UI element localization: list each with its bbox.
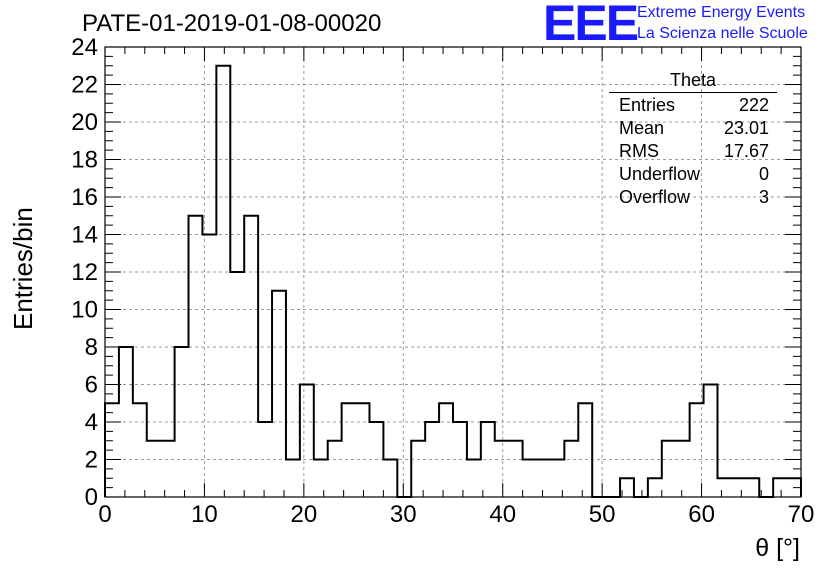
histogram-bin [411,441,425,497]
histogram-bin [704,385,718,498]
stats-value: 17.67 [723,141,769,161]
histogram-bin [523,460,537,498]
stats-title: Theta [609,70,777,93]
y-tick-label: 20 [71,109,98,136]
x-tick-label: 10 [191,501,218,528]
x-tick-label: 30 [390,501,417,528]
x-tick-labels: 0 10 20 30 40 50 60 70 [98,501,814,528]
y-tick-label: 18 [71,147,98,174]
eee-logo: EEE [543,0,639,51]
stats-label: Mean [619,118,665,138]
histogram-bin [314,460,328,498]
histogram-bin [175,347,189,497]
y-tick-label: 6 [85,372,98,399]
histogram-bin [328,441,342,497]
histogram-bin [564,441,578,497]
histogram-bin [676,441,690,497]
histogram-bin [383,460,397,498]
logo-line-2: La Scienza nelle Scuole [637,25,808,42]
histogram-bin [216,66,230,497]
histogram-outline [104,64,802,498]
histogram-bin [648,478,662,497]
y-tick-label: 10 [71,297,98,324]
y-tick-label: 12 [71,259,98,286]
y-tick-label: 0 [85,484,98,511]
y-tick-label: 16 [71,184,98,211]
stats-row-overflow: Overflow 3 [609,187,777,210]
stats-row-entries: Entries 222 [609,95,777,118]
y-tick-label: 14 [71,222,98,249]
stats-label: Entries [619,95,676,115]
stats-row-underflow: Underflow 0 [609,164,777,187]
histogram-bin [439,403,453,497]
stats-row-rms: RMS 17.67 [609,141,777,164]
stats-label: Overflow [619,187,691,207]
histogram-bin [495,441,509,497]
stats-value: 23.01 [723,118,769,138]
stats-value: 222 [738,95,769,115]
y-tick-label: 2 [85,447,98,474]
histogram-bin [481,422,495,497]
histogram-bin [300,385,314,498]
histogram-bin [189,216,203,497]
logo-line-1: Extreme Energy Events [637,4,806,21]
histogram-bin [161,441,175,497]
histogram-bin [509,441,523,497]
histogram-bin [133,403,147,497]
histogram-bin [342,403,356,497]
x-tick-label: 0 [98,501,111,528]
histogram-bin [745,478,759,497]
y-tick-label: 8 [85,334,98,361]
histogram-bin [731,478,745,497]
stats-label: RMS [619,141,659,161]
histogram-bin [578,403,592,497]
stats-label: Underflow [619,164,701,184]
y-axis-label: Entries/bin [8,207,38,330]
x-tick-label: 40 [489,501,516,528]
chart-title: PATE-01-2019-01-08-00020 [82,10,382,37]
histogram-bin [244,216,258,497]
y-tick-label: 24 [71,34,98,61]
histogram-bin [662,441,676,497]
histogram-bin [537,460,551,498]
x-axis-label: θ [°] [755,534,800,562]
histogram-bin [147,441,161,497]
stats-row-mean: Mean 23.01 [609,118,777,141]
histogram-bin [286,460,300,498]
statistics-box: Theta Entries 222 Mean 23.01 RMS 17.67 U… [609,70,777,210]
x-tick-label: 20 [291,501,318,528]
histogram-bin [773,478,787,497]
histogram-bin [272,291,286,497]
histogram-bin [467,460,481,498]
stats-value: 3 [758,187,769,207]
histogram-bin [356,403,370,497]
y-tick-label: 22 [71,72,98,99]
y-tick-label: 4 [85,409,98,436]
histogram-bin [717,478,731,497]
x-tick-label: 70 [788,501,815,528]
grid-lines [105,47,801,497]
x-tick-label: 60 [688,501,715,528]
stats-value: 0 [758,164,769,184]
x-tick-label: 50 [589,501,616,528]
